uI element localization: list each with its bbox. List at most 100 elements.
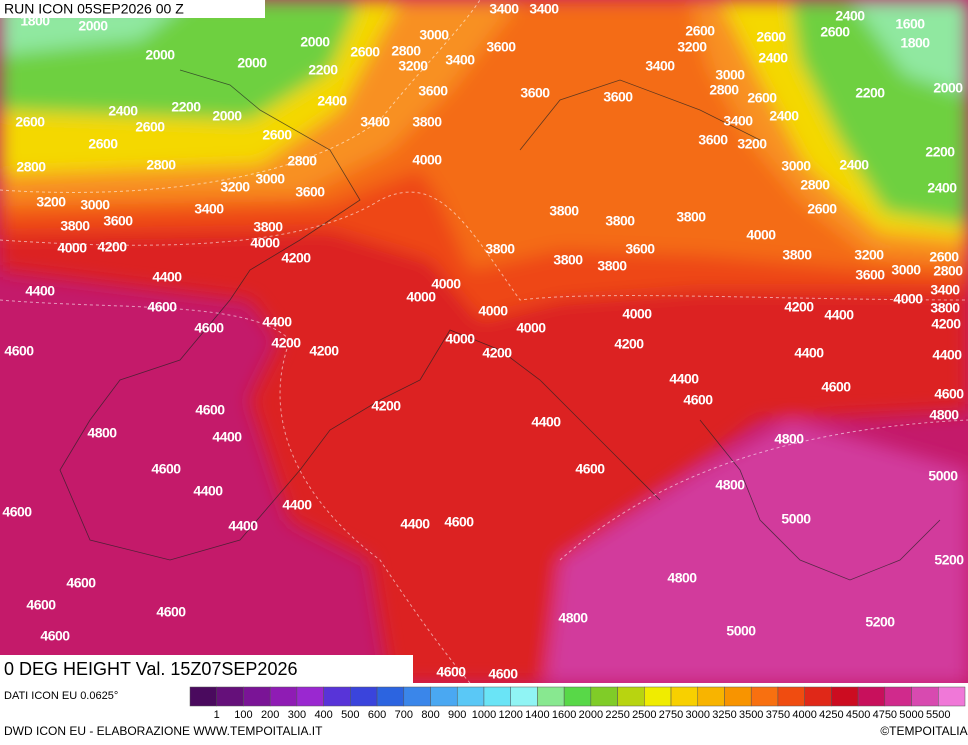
contour-label: 3800: [549, 203, 579, 219]
contour-label: 2800: [16, 159, 46, 175]
colorbar-label: 800: [421, 709, 439, 721]
contour-label: 2600: [685, 23, 715, 39]
contour-label: 4200: [309, 343, 339, 359]
contour-label: 4600: [4, 343, 34, 359]
contour-label: 2600: [15, 114, 45, 130]
contour-label: 4800: [87, 425, 117, 441]
contour-label: 3400: [360, 114, 390, 130]
contour-label: 2000: [212, 108, 242, 124]
colorbar-label: 2500: [632, 709, 656, 721]
contour-label: 3600: [486, 39, 516, 55]
contour-label: 2600: [262, 127, 292, 143]
colorbar-label: 1200: [498, 709, 522, 721]
colorbar-swatch: [189, 686, 217, 707]
contour-label: 4000: [57, 240, 87, 256]
colorbar-swatch: [456, 686, 485, 707]
contour-label: 2600: [135, 119, 165, 135]
colorbar-swatch: [483, 686, 511, 707]
contour-label: 2200: [171, 99, 201, 115]
contour-label: 4600: [821, 379, 851, 395]
contour-label: 4600: [151, 461, 181, 477]
contour-label: 3200: [737, 136, 767, 152]
colorbar-label: 1000: [472, 709, 496, 721]
source-text: DATI ICON EU 0.0625°: [4, 690, 118, 702]
contour-label: 4000: [622, 306, 652, 322]
contour-label: 3000: [419, 27, 449, 43]
colorbar-label: 700: [395, 709, 413, 721]
contour-label: 2800: [391, 43, 421, 59]
colorbar-swatch: [831, 686, 859, 707]
contour-label: 2800: [709, 82, 739, 98]
colorbar-label: 300: [288, 709, 306, 721]
contour-label: 4600: [147, 299, 177, 315]
contours: [0, 0, 968, 683]
contour-label: 4000: [250, 235, 280, 251]
contour-label: 2400: [835, 8, 865, 24]
contour-label: 2000: [78, 18, 108, 34]
contour-label: 4200: [371, 398, 401, 414]
colorbar: 1 100 200 300 400 500 600 700 800 900 1000 1200 1400…: [189, 686, 966, 721]
contour-label: 3600: [418, 83, 448, 99]
contour-label: 4200: [482, 345, 512, 361]
contour-label: 4600: [156, 604, 186, 620]
contour-label: 4400: [400, 516, 430, 532]
contour-label: 3400: [194, 201, 224, 217]
contour-label: 4600: [575, 461, 605, 477]
contour-label: 4600: [194, 320, 224, 336]
contour-label: 2400: [317, 93, 347, 109]
contour-label: 2600: [350, 44, 380, 60]
contour-label: 4000: [431, 276, 461, 292]
contour-label: 4600: [683, 392, 713, 408]
contour-label: 4400: [531, 414, 561, 430]
contour-label: 3600: [625, 241, 655, 257]
contour-label: 4600: [66, 575, 96, 591]
contour-label: 2400: [758, 50, 788, 66]
contour-label: 2600: [88, 136, 118, 152]
colorbar-swatch: [376, 686, 405, 707]
colorbar-swatch: [617, 686, 645, 707]
contour-label: 3800: [553, 252, 583, 268]
contour-label: 4000: [893, 291, 923, 307]
colorbar-label: 1600: [552, 709, 576, 721]
colorbar-swatch: [269, 686, 298, 707]
contour-label: 1800: [900, 35, 930, 51]
contour-label: 4400: [932, 347, 962, 363]
contour-label: 4800: [715, 477, 745, 493]
contour-label: 2400: [108, 103, 138, 119]
contour-label: 3000: [781, 158, 811, 174]
contour-label: 4400: [669, 371, 699, 387]
map-field: [0, 0, 968, 683]
contour-label: 4400: [228, 518, 258, 534]
contour-label: 2000: [933, 80, 963, 96]
colorbar-label: 4750: [873, 709, 897, 721]
contour-label: 4600: [934, 386, 964, 402]
contour-label: 4800: [774, 431, 804, 447]
contour-label: 3200: [854, 247, 884, 263]
colorbar-label: 4250: [819, 709, 843, 721]
colorbar-swatch: [804, 686, 832, 707]
contour-label: 4000: [516, 320, 546, 336]
coastlines: [59, 69, 941, 581]
contour-label: 4600: [444, 514, 474, 530]
contour-label: 3800: [597, 258, 627, 274]
contour-label: 2600: [747, 90, 777, 106]
contour-label: 3800: [253, 219, 283, 235]
contour-label: 4000: [746, 227, 776, 243]
contour-label: 3800: [412, 114, 442, 130]
contour-label: 3600: [603, 89, 633, 105]
contour-label: 4000: [478, 303, 508, 319]
contour-label: 5200: [865, 614, 895, 630]
contour-label: 3400: [930, 282, 960, 298]
contour-label: 4600: [488, 666, 518, 682]
contour-label: 4000: [445, 331, 475, 347]
run-title: RUN ICON 05SEP2026 00 Z: [4, 1, 184, 17]
contour-label: 2600: [756, 29, 786, 45]
contour-label: 2200: [308, 62, 338, 78]
colorbar-swatch: [216, 686, 244, 707]
contour-label: 3200: [36, 194, 66, 210]
contour-label: 3800: [782, 247, 812, 263]
contour-label: 2800: [800, 177, 830, 193]
contour-label: 2600: [929, 249, 959, 265]
